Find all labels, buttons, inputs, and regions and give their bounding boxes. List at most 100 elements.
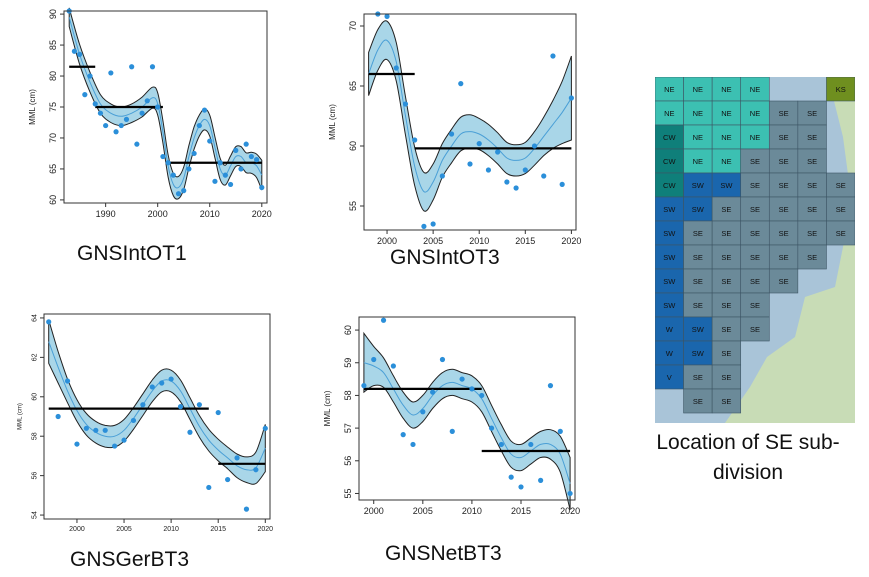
- map-cell-label: SW: [692, 205, 705, 214]
- plot-frame: [63, 10, 268, 204]
- plot-frame: [358, 316, 576, 501]
- data-point: [485, 167, 492, 173]
- map-cell: [740, 148, 770, 174]
- data-point: [243, 141, 249, 147]
- x-tick-label: 2020: [252, 209, 272, 219]
- chart-gnsnetbt3-svg: 2000 2005 2010 2015 2020 55 56 57 58 59 60 MML (cm): [323, 316, 580, 516]
- data-point: [46, 319, 52, 325]
- data-point: [559, 181, 565, 187]
- data-point: [129, 64, 135, 70]
- map-cell-label: SE: [721, 253, 731, 262]
- map-cell: [797, 220, 827, 246]
- map-cell-label: SW: [663, 229, 676, 238]
- data-point: [469, 386, 475, 392]
- map-cell-label: SE: [693, 301, 703, 310]
- data-point: [567, 490, 573, 497]
- map-cell: [683, 364, 713, 390]
- data-point: [201, 107, 208, 113]
- data-point: [83, 425, 89, 431]
- map-cell-label: SE: [779, 277, 789, 286]
- data-point: [233, 147, 239, 153]
- data-point: [412, 137, 418, 143]
- smoothed-trend-line: [48, 341, 266, 471]
- data-point: [467, 161, 473, 167]
- data-point: [175, 191, 182, 197]
- data-point: [92, 101, 98, 107]
- map-cell-label: NE: [750, 133, 760, 142]
- smoothed-trend-line: [68, 17, 263, 189]
- data-point: [410, 441, 416, 448]
- data-point: [458, 81, 464, 87]
- chart-4-plot-area: 2000 2005 2010 2015 2020 55 56 57 58 59 60 MML (cm): [323, 316, 580, 516]
- data-point: [144, 98, 150, 104]
- y-tick-label: 58: [31, 432, 38, 440]
- map-cell: [797, 148, 827, 174]
- x-tick-label: 2005: [116, 526, 132, 533]
- y-tick-label: 70: [348, 21, 358, 31]
- data-point: [118, 122, 124, 129]
- data-point: [541, 173, 547, 179]
- map-cell: [683, 76, 713, 102]
- map-cell-label: SE: [807, 205, 817, 214]
- map-cell: [740, 292, 770, 318]
- data-point: [121, 437, 127, 443]
- map-cell-label: NE: [664, 85, 674, 94]
- map-cell: [711, 316, 742, 342]
- map-cell-label: SE: [693, 373, 703, 382]
- data-point: [206, 484, 212, 491]
- confidence-band: [363, 331, 571, 510]
- y-axis-label: MML (cm): [323, 390, 332, 426]
- map-cell-label: NE: [721, 85, 731, 94]
- map-cell: [711, 148, 742, 174]
- map-cell-label: SE: [779, 253, 789, 262]
- plot-frame: [43, 313, 271, 520]
- data-point: [513, 185, 519, 191]
- data-point: [371, 356, 377, 363]
- data-point: [528, 441, 534, 448]
- x-tick-label: 1990: [96, 209, 116, 219]
- y-axis-label: MML (cm): [18, 403, 24, 430]
- data-point: [196, 402, 202, 408]
- x-tick-label: 2000: [377, 236, 397, 246]
- data-point: [259, 184, 265, 191]
- map-cell-label: SE: [779, 205, 789, 214]
- map-cell-label: SW: [663, 205, 676, 214]
- map-cell-label: SE: [836, 229, 846, 238]
- data-point: [253, 157, 260, 163]
- data-point: [504, 179, 510, 185]
- smoothed-trend-line: [363, 362, 571, 484]
- chart-gnsnetbt3: 2000 2005 2010 2015 2020 55 56 57 58 59 60 MML (cm): [320, 300, 590, 540]
- map-cell-label: SE: [779, 229, 789, 238]
- x-tick-label: 2010: [200, 209, 220, 219]
- data-point: [102, 427, 108, 433]
- data-point: [253, 467, 259, 473]
- y-tick-label: 60: [48, 195, 58, 205]
- y-tick-label: 70: [48, 133, 58, 143]
- map-cell: [768, 268, 799, 294]
- data-point: [215, 409, 221, 416]
- map-cell-label: SE: [721, 301, 731, 310]
- y-tick-label: 65: [348, 81, 358, 91]
- data-point: [207, 138, 213, 144]
- map-cell-label: SE: [779, 133, 789, 142]
- y-tick-label: 58: [343, 390, 353, 400]
- chart-gnsgerbt3-svg: 2000 2005 2010 2015 2020 54 56 58 60 62 64 MML (cm): [18, 313, 273, 533]
- chart-2-plot-area: 2000 2005 2010 2015 2020 55 60 65 70 MML (cm): [328, 11, 581, 246]
- map-cell: [683, 316, 713, 342]
- data-point: [430, 221, 436, 227]
- data-point: [71, 48, 78, 54]
- map-cell-label: SE: [807, 157, 817, 166]
- y-tick-label: 59: [343, 358, 353, 368]
- map-cell-label: CW: [663, 133, 676, 142]
- x-tick-label: 2010: [462, 506, 482, 516]
- data-point: [168, 376, 174, 382]
- data-point: [384, 13, 390, 19]
- data-point: [248, 153, 254, 160]
- data-point: [181, 188, 187, 194]
- data-point: [130, 417, 137, 424]
- map-cell: [654, 220, 684, 246]
- data-point: [449, 428, 455, 434]
- map-land: [725, 227, 855, 423]
- map-cell-label: SW: [663, 301, 676, 310]
- map-cell-label: SE: [750, 325, 760, 334]
